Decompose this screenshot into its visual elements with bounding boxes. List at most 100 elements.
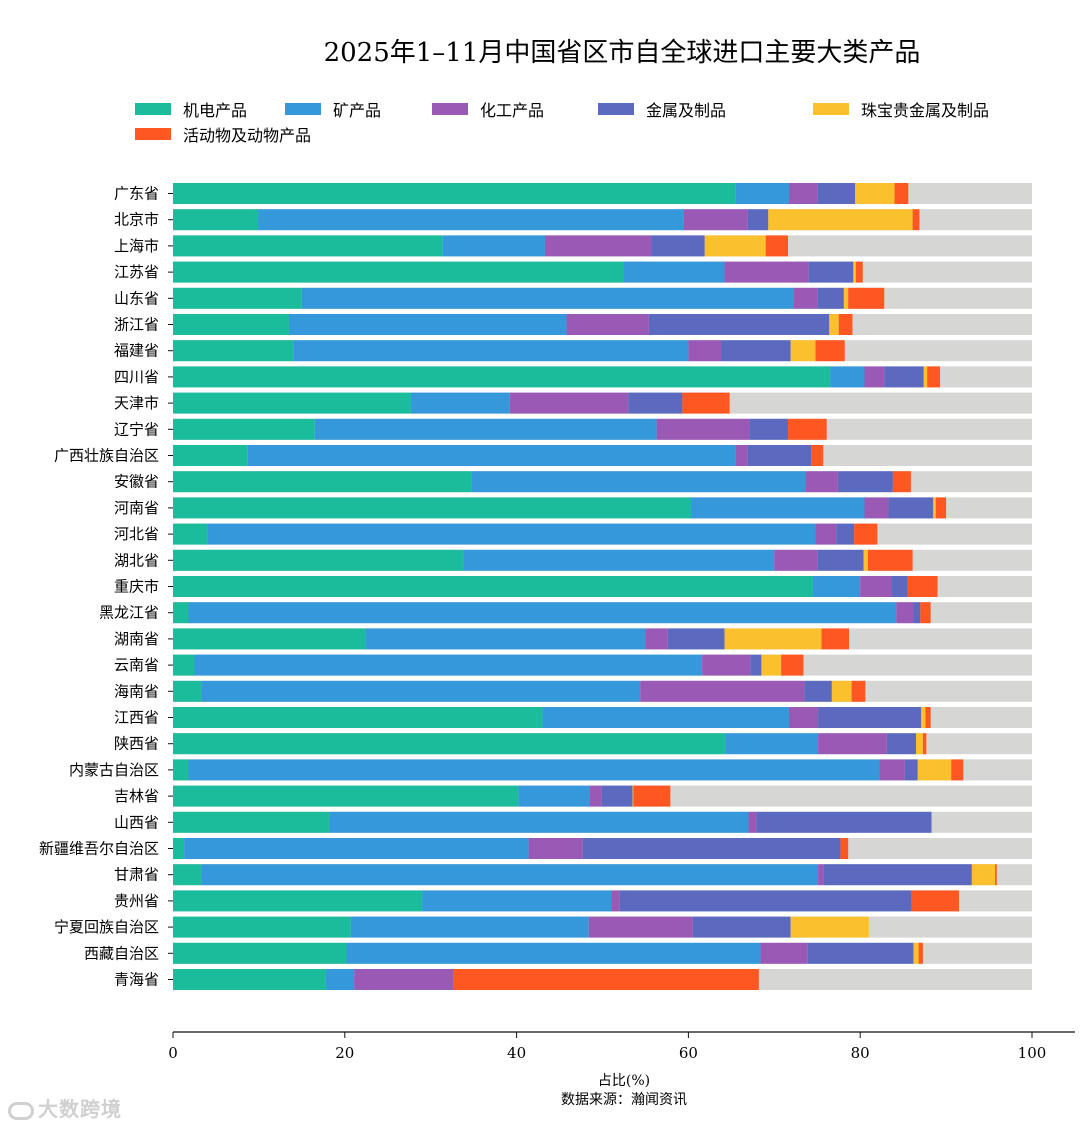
bar-9-3 [749,418,789,440]
bar-24-3 [756,811,932,833]
bar-1-4 [768,209,913,231]
bar-18-0 [173,654,195,676]
legend-swatch-5 [135,128,171,140]
bar-24-1 [329,811,749,833]
bar-18-3 [750,654,762,676]
bar-4-2 [793,287,818,309]
source-note: 数据来源：瀚闻资讯 [561,1092,687,1108]
legend-label-4: 珠宝贵金属及制品 [861,101,989,120]
bar-11-2 [805,471,838,493]
category-label-17: 湖南省 [114,630,159,648]
bar-21-2 [818,733,887,755]
bar-8-2 [509,392,629,414]
bar-27-2 [611,890,620,912]
bar-17-1 [365,628,646,650]
bar-3-5 [855,261,863,283]
bar-7-1 [830,366,865,388]
bar-27-3 [619,890,912,912]
plot-area: 广东省北京市上海市江苏省山东省浙江省福建省四川省天津市辽宁省广西壮族自治区安徽省… [39,183,1032,990]
bar-26-5 [995,864,997,886]
legend-swatch-0 [135,103,171,115]
bar-1-0 [173,209,259,231]
category-label-27: 贵州省 [114,892,159,910]
bar-9-2 [656,418,750,440]
bar-20-4 [921,707,926,728]
bar-12-0 [173,497,691,519]
category-label-2: 上海市 [114,237,159,255]
bar-11-1 [471,471,806,493]
bar-9-0 [173,418,315,440]
legend-label-3: 金属及制品 [646,101,726,120]
bar-15-2 [860,576,892,597]
bar-18-5 [781,654,804,676]
bar-3-0 [173,261,624,283]
bar-28-3 [692,916,791,938]
bar-5-4 [829,314,839,335]
bar-25-2 [528,838,583,859]
bar-1-3 [747,209,769,231]
bar-12-1 [690,497,865,519]
bar-20-3 [818,707,922,728]
category-label-20: 江西省 [114,709,159,727]
bar-24-0 [173,811,330,833]
bar-14-3 [817,549,864,571]
bar-10-1 [247,445,736,466]
bar-25-3 [582,838,841,859]
bar-3-3 [808,261,854,283]
bar-17-5 [821,628,850,650]
bar-29-3 [807,942,914,964]
category-label-0: 广东省 [114,185,159,203]
bar-28-2 [588,916,693,938]
bar-29-4 [913,942,919,964]
bar-14-4 [863,549,868,571]
category-label-23: 吉林省 [114,787,159,805]
bar-12-4 [933,497,936,519]
category-label-4: 山东省 [114,289,159,307]
bar-17-4 [724,628,822,650]
bar-15-5 [907,576,938,597]
category-label-9: 辽宁省 [114,420,159,438]
bar-7-3 [884,366,924,388]
bar-22-2 [879,759,905,781]
category-label-28: 宁夏回族自治区 [54,918,159,936]
bar-9-1 [314,418,657,440]
category-label-25: 新疆维吾尔自治区 [39,840,159,858]
category-label-14: 湖北省 [114,551,159,569]
bar-13-3 [836,523,855,545]
bar-26-0 [173,864,202,886]
bar-4-5 [848,287,885,309]
bar-10-3 [747,445,812,466]
bar-16-2 [896,602,914,624]
bar-2-5 [765,235,789,257]
bar-14-0 [173,549,464,571]
bar-18-4 [761,654,782,676]
legend-swatch-4 [813,103,849,115]
bar-5-1 [288,314,567,335]
bar-22-1 [188,759,880,781]
bar-26-4 [971,864,996,886]
bar-24-2 [748,811,757,833]
bar-23-0 [173,785,519,807]
bar-26-3 [823,864,972,886]
bar-13-1 [207,523,816,545]
bar-21-1 [725,733,819,755]
bar-2-0 [173,235,443,257]
bar-22-5 [951,759,964,781]
bar-6-2 [688,340,722,362]
category-label-12: 河南省 [114,499,159,517]
watermark-text: 大数跨境 [38,1097,122,1121]
bar-26-1 [201,864,819,886]
bar-0-2 [788,183,818,204]
bar-20-1 [542,707,789,728]
bar-23-4 [632,785,634,807]
bar-16-1 [188,602,897,624]
bar-13-2 [815,523,837,545]
bar-4-0 [173,287,302,309]
chart-title: 2025年1–11月中国省区市自全球进口主要大类产品 [324,38,921,68]
category-label-21: 陕西省 [114,735,159,753]
bar-28-1 [350,916,589,938]
legend-label-0: 机电产品 [183,101,247,120]
category-label-26: 甘肃省 [114,866,159,884]
bar-19-2 [640,680,805,702]
bar-29-0 [173,942,347,964]
